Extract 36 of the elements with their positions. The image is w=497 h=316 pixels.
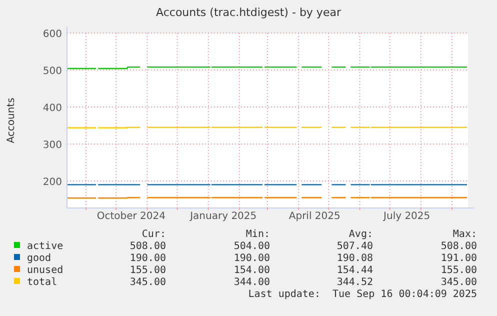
text: Avg: <box>348 229 373 240</box>
x-tick-label: April 2025 <box>288 211 340 222</box>
text: 345.00 <box>130 277 166 288</box>
chart-title: Accounts (trac.htdigest) - by year <box>156 6 342 19</box>
y-tick-label: 500 <box>42 66 62 77</box>
legend-label: good <box>27 253 52 264</box>
x-tick-label: January 2025 <box>189 211 257 222</box>
text: 344.52 <box>336 277 373 288</box>
text: Max: <box>452 229 477 240</box>
y-axis-title: Accounts <box>6 98 17 144</box>
y-tick-label: 600 <box>42 29 62 40</box>
text: 154.44 <box>336 265 373 276</box>
x-tick-label: October 2024 <box>96 211 166 222</box>
text: 345.00 <box>440 277 477 288</box>
text: 508.00 <box>440 241 477 252</box>
text: 191.00 <box>440 253 477 264</box>
text: 190.00 <box>234 253 270 264</box>
x-tick-label: July 2025 <box>382 211 430 222</box>
text: Min: <box>246 229 270 240</box>
legend-label: active <box>27 241 64 252</box>
legend-label: unused <box>27 265 64 276</box>
y-tick-label: 400 <box>42 102 62 114</box>
text: Last update: Tue Sep 16 00:04:09 2025 <box>248 289 477 300</box>
text: 154.00 <box>234 265 270 276</box>
y-tick-label: 300 <box>42 140 62 151</box>
y-tick-label: 200 <box>42 176 62 188</box>
text: 190.08 <box>336 253 373 264</box>
text: 155.00 <box>440 265 477 276</box>
text: 344.00 <box>234 277 270 288</box>
text: 508.00 <box>130 241 166 252</box>
text: 507.40 <box>336 241 373 252</box>
text: 155.00 <box>130 265 166 276</box>
text: Cur: <box>142 229 166 240</box>
text: 190.00 <box>130 253 166 264</box>
text: 504.00 <box>234 241 270 252</box>
legend-label: total <box>27 277 58 288</box>
